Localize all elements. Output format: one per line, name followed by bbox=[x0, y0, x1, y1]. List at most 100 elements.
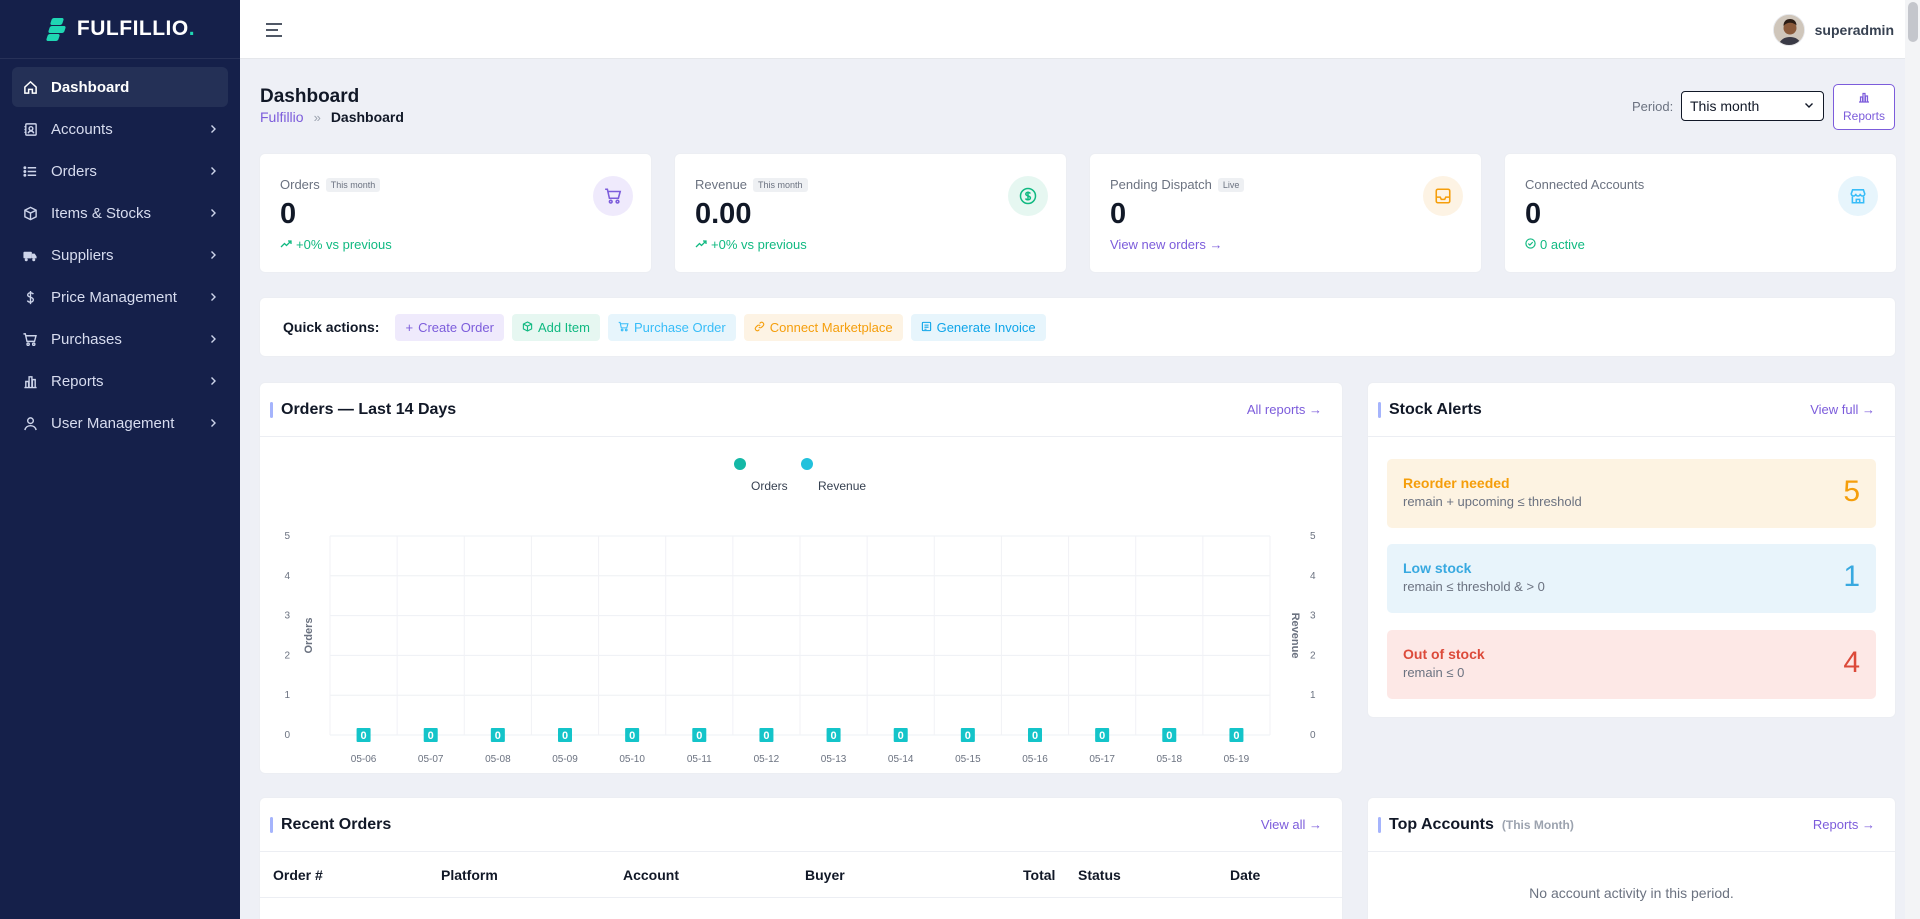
kpi-active-count: 0 active bbox=[1525, 237, 1585, 252]
sidebar-item-accounts[interactable]: Accounts bbox=[12, 109, 228, 149]
column-header[interactable]: Status bbox=[1078, 867, 1121, 883]
data-label-box bbox=[759, 728, 774, 742]
user-menu[interactable]: superadmin bbox=[1772, 14, 1894, 46]
chevron-right-icon bbox=[208, 376, 218, 386]
reports-button[interactable]: Reports bbox=[1833, 84, 1895, 130]
quick-actions-title: Quick actions: bbox=[283, 319, 380, 335]
kpi-value: 0 bbox=[1110, 198, 1127, 230]
sidebar-item-reports[interactable]: Reports bbox=[12, 361, 228, 401]
kpi-value: 0 bbox=[280, 198, 297, 230]
breadcrumb-current: Dashboard bbox=[330, 109, 404, 125]
sidebar-nav: Dashboard Accounts Orders Items & Stocks… bbox=[0, 59, 240, 453]
column-header[interactable]: Total bbox=[1023, 867, 1056, 883]
kpi-card-revenue: Revenue This month 0.00 +0% vs previous bbox=[674, 153, 1067, 273]
invoice-icon bbox=[921, 320, 932, 335]
legend-label: Revenue bbox=[818, 479, 866, 493]
kpi-label-wrap: Orders This month bbox=[280, 177, 381, 192]
column-header[interactable]: Account bbox=[623, 867, 679, 883]
trend-up-icon bbox=[280, 237, 292, 252]
period-select[interactable]: This month bbox=[1681, 91, 1824, 121]
x-tick-label: 05-09 bbox=[552, 754, 578, 765]
inbox-icon bbox=[1423, 176, 1463, 216]
data-label: 0 bbox=[562, 730, 568, 742]
sidebar-item-orders[interactable]: Orders bbox=[12, 151, 228, 191]
create-order-button[interactable]: + Create Order bbox=[395, 313, 504, 341]
kpi-card-orders: Orders This month 0 +0% vs previous bbox=[259, 153, 652, 273]
sidebar-item-purchases[interactable]: Purchases bbox=[12, 319, 228, 359]
data-label-box bbox=[826, 728, 841, 742]
all-reports-link[interactable]: All reports → bbox=[1246, 402, 1322, 417]
x-tick-label: 05-13 bbox=[821, 754, 847, 765]
sidebar-item-suppliers[interactable]: Suppliers bbox=[12, 235, 228, 275]
truck-icon bbox=[22, 247, 38, 263]
chevron-down-icon bbox=[1803, 98, 1815, 114]
purchase-order-button[interactable]: Purchase Order bbox=[607, 313, 736, 341]
alert-reorder-needed[interactable]: Reorder needed remain + upcoming ≤ thres… bbox=[1387, 459, 1876, 528]
top-accounts-panel: Top Accounts (This Month) Reports → No ac… bbox=[1367, 797, 1896, 919]
data-label-box bbox=[1028, 728, 1042, 742]
view-all-link[interactable]: View all → bbox=[1260, 817, 1322, 832]
connect-marketplace-button[interactable]: Connect Marketplace bbox=[743, 313, 903, 341]
stock-alerts-title: Stock Alerts bbox=[1389, 400, 1482, 418]
data-label: 0 bbox=[629, 730, 635, 742]
data-label-box bbox=[490, 728, 505, 742]
breadcrumb-separator: » bbox=[313, 109, 321, 125]
generate-invoice-button[interactable]: Generate Invoice bbox=[910, 313, 1046, 341]
data-label-box bbox=[423, 728, 438, 742]
kpi-label-wrap: Revenue This month bbox=[695, 177, 808, 192]
data-label-box bbox=[692, 728, 707, 742]
y2-tick-label: 1 bbox=[1310, 690, 1316, 701]
kpi-link-text: View new orders → bbox=[1110, 237, 1223, 252]
column-header[interactable]: Platform bbox=[441, 867, 498, 883]
alert-low-stock[interactable]: Low stock remain ≤ threshold & > 0 1 bbox=[1387, 544, 1876, 613]
alert-title: Reorder needed bbox=[1403, 475, 1510, 491]
x-tick-label: 05-14 bbox=[888, 754, 914, 765]
sidebar-item-user-management[interactable]: User Management bbox=[12, 403, 228, 443]
column-header[interactable]: Date bbox=[1230, 867, 1261, 883]
topbar: superadmin bbox=[240, 0, 1920, 919]
stock-alerts-panel: Stock Alerts View full → Reorder needed … bbox=[1367, 382, 1896, 718]
scrollbar-thumb[interactable] bbox=[1908, 2, 1918, 42]
bar-chart-icon bbox=[1858, 91, 1870, 106]
kpi-trend-text: +0% vs previous bbox=[296, 237, 392, 252]
view-full-link[interactable]: View full → bbox=[1810, 402, 1875, 417]
orders-chart-title: Orders — Last 14 Days bbox=[281, 400, 457, 418]
data-label-box bbox=[1162, 728, 1177, 742]
data-label-box bbox=[1095, 728, 1110, 742]
sidebar-item-price-management[interactable]: Price Management bbox=[12, 277, 228, 317]
data-label-box bbox=[960, 728, 975, 742]
data-label-box bbox=[893, 728, 908, 742]
view-new-orders-link[interactable]: View new orders → bbox=[1110, 237, 1222, 252]
kpi-value: 0.00 bbox=[695, 198, 752, 230]
menu-toggle-icon[interactable] bbox=[264, 20, 284, 40]
sidebar-item-label: Purchases bbox=[51, 330, 122, 348]
data-label: 0 bbox=[1099, 730, 1105, 742]
kpi-label: Pending Dispatch bbox=[1110, 177, 1212, 192]
data-label: 0 bbox=[1166, 730, 1172, 742]
x-tick-label: 05-18 bbox=[1156, 754, 1182, 765]
data-label: 0 bbox=[898, 730, 904, 742]
alert-desc: remain + upcoming ≤ threshold bbox=[1403, 494, 1582, 509]
sidebar-item-items-stocks[interactable]: Items & Stocks bbox=[12, 193, 228, 233]
cart-icon bbox=[618, 320, 629, 335]
column-header[interactable]: Order # bbox=[273, 867, 323, 883]
column-header[interactable]: Buyer bbox=[805, 867, 845, 883]
y-tick-label: 1 bbox=[284, 690, 290, 701]
sidebar-item-label: Orders bbox=[51, 162, 97, 180]
kpi-label: Connected Accounts bbox=[1525, 177, 1645, 192]
alert-out-of-stock[interactable]: Out of stock remain ≤ 0 4 bbox=[1387, 630, 1876, 699]
panel-header: Orders — Last 14 Days All reports → bbox=[260, 383, 1342, 437]
orders-chart: 0 0 1 1 2 2 3 3 4 4 5 5 Orders Revenue Orders Revenue 0 0… bbox=[284, 458, 1316, 765]
sidebar-item-label: Accounts bbox=[51, 120, 113, 138]
reports-link[interactable]: Reports → bbox=[1812, 817, 1875, 832]
add-item-button[interactable]: Add Item bbox=[511, 313, 600, 341]
panel-header: Top Accounts (This Month) Reports → bbox=[1368, 798, 1895, 852]
breadcrumb-root-link[interactable]: Fulfillio bbox=[260, 109, 304, 125]
data-label: 0 bbox=[1032, 730, 1038, 742]
brand-logo[interactable]: FULFILLIO. bbox=[0, 0, 240, 59]
data-label: 0 bbox=[361, 730, 367, 742]
sidebar-item-dashboard[interactable]: Dashboard bbox=[12, 67, 228, 107]
scrollbar[interactable] bbox=[1905, 0, 1920, 919]
panel-header: Recent Orders View all → bbox=[260, 798, 1342, 852]
empty-state-text: No account activity in this period. bbox=[1529, 885, 1734, 901]
